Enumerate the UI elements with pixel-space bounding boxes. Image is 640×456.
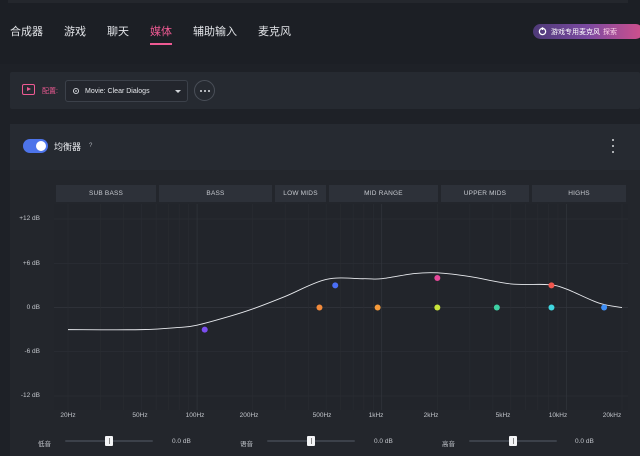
dot-icon (612, 151, 614, 153)
eq-point-9[interactable] (601, 304, 608, 311)
treble-value: 0.0 dB (575, 438, 594, 445)
eq-point-0[interactable] (201, 326, 208, 333)
config-bar: 配置: Movie: Clear Dialogs (10, 72, 640, 109)
bass-label: 低音 (38, 441, 51, 448)
toggle-knob (36, 141, 46, 151)
tab-microphone[interactable]: 麦克风 (258, 26, 291, 38)
band-mid-range: MID RANGE (329, 185, 438, 202)
kebab-menu-icon[interactable] (611, 139, 615, 153)
dot-icon (612, 145, 614, 147)
eq-point-8[interactable] (548, 304, 555, 311)
steelseries-icon (538, 27, 547, 36)
promo-text: 游戏专用麦克风 (551, 28, 600, 36)
tab-game[interactable]: 游戏 (64, 26, 86, 38)
y-tick-label: -6 dB (24, 348, 40, 355)
x-tick-label: 20Hz (60, 412, 76, 419)
x-tick-label: 500Hz (312, 412, 332, 419)
band-sub-bass: SUB BASS (56, 185, 156, 202)
band-low-mids: LOW MIDS (275, 185, 326, 202)
eq-point-4[interactable] (434, 275, 441, 281)
bass-slider-thumb[interactable] (105, 436, 113, 446)
voice-slider-thumb[interactable] (307, 436, 315, 446)
dot-icon (612, 139, 614, 141)
equalizer-title: 均衡器 (54, 142, 82, 152)
x-tick-label: 10kHz (548, 412, 568, 419)
promo-banner[interactable]: 游戏专用麦克风 探索 (533, 24, 640, 39)
band-bass: BASS (159, 185, 272, 202)
x-tick-label: 50Hz (132, 412, 148, 419)
band-highs: HIGHS (532, 185, 626, 202)
tab-media[interactable]: 媒体 (150, 26, 172, 45)
dot-icon (203, 89, 206, 92)
dot-icon (207, 89, 210, 92)
eq-point-5[interactable] (434, 304, 441, 311)
tab-chat[interactable]: 聊天 (107, 26, 129, 38)
equalizer-toggle[interactable] (23, 139, 48, 153)
top-bar: 合成器 游戏 聊天 媒体 辅助输入 麦克风 游戏专用麦克风 探索 (0, 0, 640, 64)
tab-synthesizer[interactable]: 合成器 (10, 26, 43, 38)
band-upper-mids: UPPER MIDS (441, 185, 529, 202)
x-tick-label: 20kHz (602, 412, 622, 419)
chevron-down-icon (175, 90, 181, 93)
dot-icon (199, 89, 202, 92)
eq-point-2[interactable] (332, 282, 339, 289)
equalizer-header: 均衡器 ? (10, 124, 640, 170)
treble-label: 高音 (442, 441, 455, 448)
x-tick-label: 1kHz (368, 412, 384, 419)
preset-dropdown[interactable]: Movie: Clear Dialogs (65, 80, 188, 102)
preset-name: Movie: Clear Dialogs (85, 87, 150, 95)
bass-value: 0.0 dB (172, 438, 191, 445)
eq-point-3[interactable] (374, 304, 381, 311)
y-tick-label: -12 dB (20, 392, 40, 399)
main-tabs: 合成器 游戏 聊天 媒体 辅助输入 麦克风 (10, 25, 312, 45)
more-options-button[interactable] (194, 80, 215, 101)
x-tick-label: 200Hz (239, 412, 259, 419)
top-strip (8, 0, 628, 3)
treble-slider-thumb[interactable] (509, 436, 517, 446)
y-tick-label: +12 dB (19, 215, 40, 222)
media-config-icon (22, 84, 35, 95)
config-label: 配置: (42, 88, 58, 95)
voice-value: 0.0 dB (374, 438, 393, 445)
x-tick-label: 100Hz (185, 412, 205, 419)
promo-action[interactable]: 探索 (603, 28, 617, 36)
x-tick-label: 2kHz (423, 412, 439, 419)
help-icon[interactable]: ? (89, 143, 93, 149)
tab-aux-input[interactable]: 辅助输入 (193, 26, 237, 38)
eq-point-7[interactable] (548, 282, 555, 289)
y-tick-label: +6 dB (22, 260, 40, 267)
eq-point-1[interactable] (316, 304, 323, 311)
x-tick-label: 5kHz (495, 412, 511, 419)
eq-point-6[interactable] (493, 304, 500, 311)
voice-label: 语音 (240, 441, 253, 448)
y-tick-label: 0 dB (26, 304, 40, 311)
settings-gear-icon (72, 87, 80, 95)
